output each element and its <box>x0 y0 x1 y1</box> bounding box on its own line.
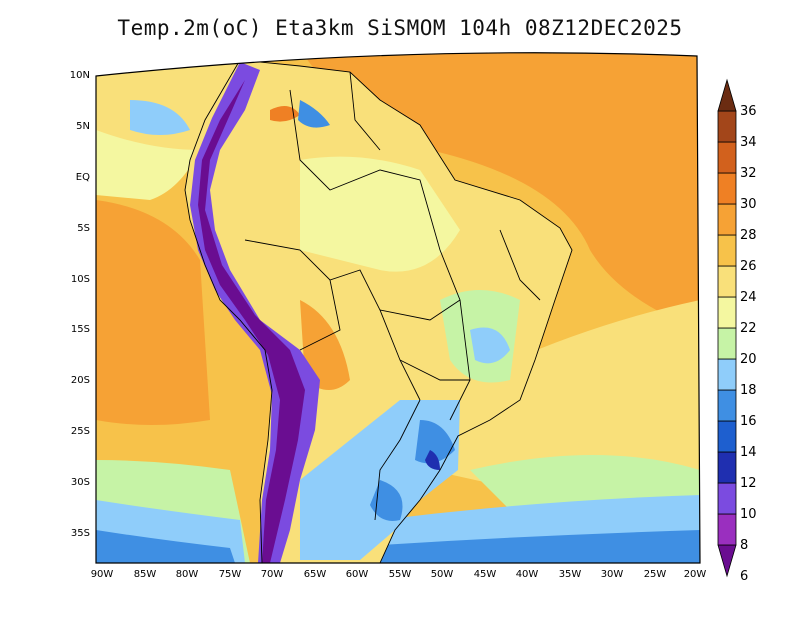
colorbar-label: 28 <box>740 228 757 243</box>
colorbar-segment <box>717 234 737 267</box>
colorbar-segment <box>717 78 737 112</box>
colorbar-segment <box>717 110 737 143</box>
colorbar-label: 26 <box>740 259 757 274</box>
colorbar-segment <box>717 482 737 515</box>
lon-label: 70W <box>261 569 284 580</box>
lon-label: 75W <box>219 569 242 580</box>
colorbar-label: 32 <box>740 166 757 181</box>
lat-label: 10N <box>70 70 90 81</box>
colorbar-label: 18 <box>740 383 757 398</box>
colorbar-label: 14 <box>740 445 757 460</box>
lat-label: 35S <box>71 528 90 539</box>
lon-label: 20W <box>684 569 707 580</box>
colorbar-segment <box>717 265 737 298</box>
colorbar-segment <box>717 141 737 174</box>
colorbar-label: 16 <box>740 414 757 429</box>
temperature-field <box>96 52 700 564</box>
colorbar-label: 24 <box>740 290 757 305</box>
lat-label: 30S <box>71 477 90 488</box>
colorbar: 6 8 10 12 14 16 18 20 22 24 26 28 30 32 34 36 <box>717 78 757 584</box>
lon-label: 30W <box>601 569 624 580</box>
colorbar-segment <box>717 513 737 546</box>
colorbar-segment <box>717 389 737 422</box>
lat-label: 5N <box>76 121 90 132</box>
lat-label: 15S <box>71 324 90 335</box>
lon-label: 60W <box>346 569 369 580</box>
lon-label: 80W <box>176 569 199 580</box>
colorbar-label: 10 <box>740 507 757 522</box>
colorbar-segment <box>717 544 737 578</box>
latitude-labels: 10N 5N EQ 5S 10S 15S 20S 25S 30S 35S <box>70 70 90 539</box>
lon-label: 45W <box>474 569 497 580</box>
colorbar-segment <box>717 172 737 205</box>
colorbar-label: 36 <box>740 104 757 119</box>
colorbar-segment <box>717 420 737 453</box>
colorbar-segment <box>717 358 737 391</box>
lon-label: 35W <box>559 569 582 580</box>
lon-label: 55W <box>389 569 412 580</box>
colorbar-label: 30 <box>740 197 757 212</box>
map-frame <box>95 52 701 564</box>
lon-label: 90W <box>91 569 114 580</box>
longitude-labels: 90W 85W 80W 75W 70W 65W 60W 55W 50W 45W … <box>91 569 707 580</box>
colorbar-segment <box>717 327 737 360</box>
lat-label: 20S <box>71 375 90 386</box>
lat-label: 25S <box>71 426 90 437</box>
lon-label: 65W <box>304 569 327 580</box>
lon-label: 85W <box>134 569 157 580</box>
colorbar-segment <box>717 203 737 236</box>
colorbar-label: 22 <box>740 321 757 336</box>
lon-label: 50W <box>431 569 454 580</box>
colorbar-label: 8 <box>740 538 748 553</box>
lon-label: 40W <box>516 569 539 580</box>
colorbar-label: 34 <box>740 135 757 150</box>
colorbar-label: 12 <box>740 476 757 491</box>
map-title: Temp.2m(oC) Eta3km SiSMOM 104h 08Z12DEC2… <box>117 16 683 40</box>
lat-label: 5S <box>77 223 90 234</box>
colorbar-label: 6 <box>740 569 748 584</box>
colorbar-segment <box>717 296 737 329</box>
lon-label: 25W <box>644 569 667 580</box>
lat-label: 10S <box>71 274 90 285</box>
colorbar-label: 20 <box>740 352 757 367</box>
colorbar-segment <box>717 451 737 484</box>
lat-label: EQ <box>76 172 90 183</box>
